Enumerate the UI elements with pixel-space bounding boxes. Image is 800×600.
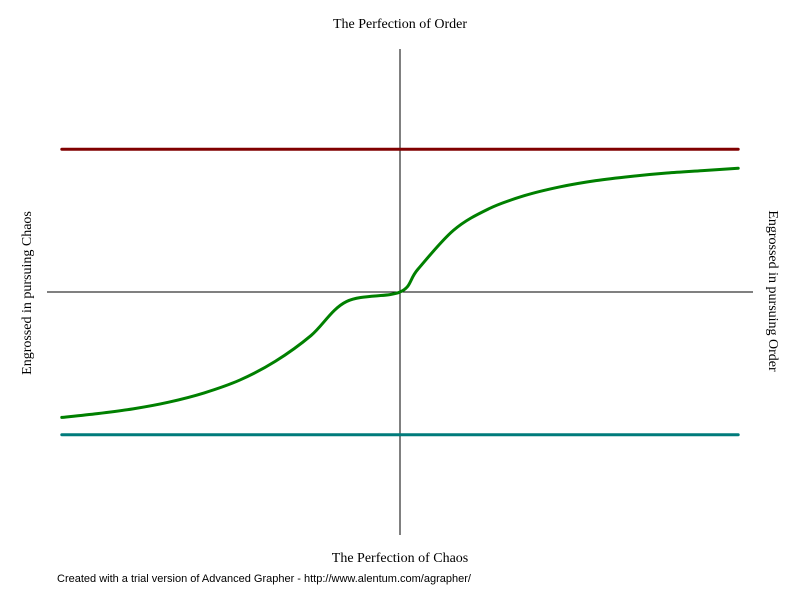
right-axis-label: Engrossed in pursuing Order (765, 210, 780, 372)
top-axis-label: The Perfection of Order (333, 17, 467, 32)
left-axis-label: Engrossed in pursuing Chaos (20, 211, 35, 375)
bottom-axis-label: The Perfection of Chaos (332, 551, 468, 566)
footer-note: Created with a trial version of Advanced… (57, 573, 471, 585)
series-layer (60, 147, 740, 437)
sigmoid-curve (60, 166, 740, 419)
